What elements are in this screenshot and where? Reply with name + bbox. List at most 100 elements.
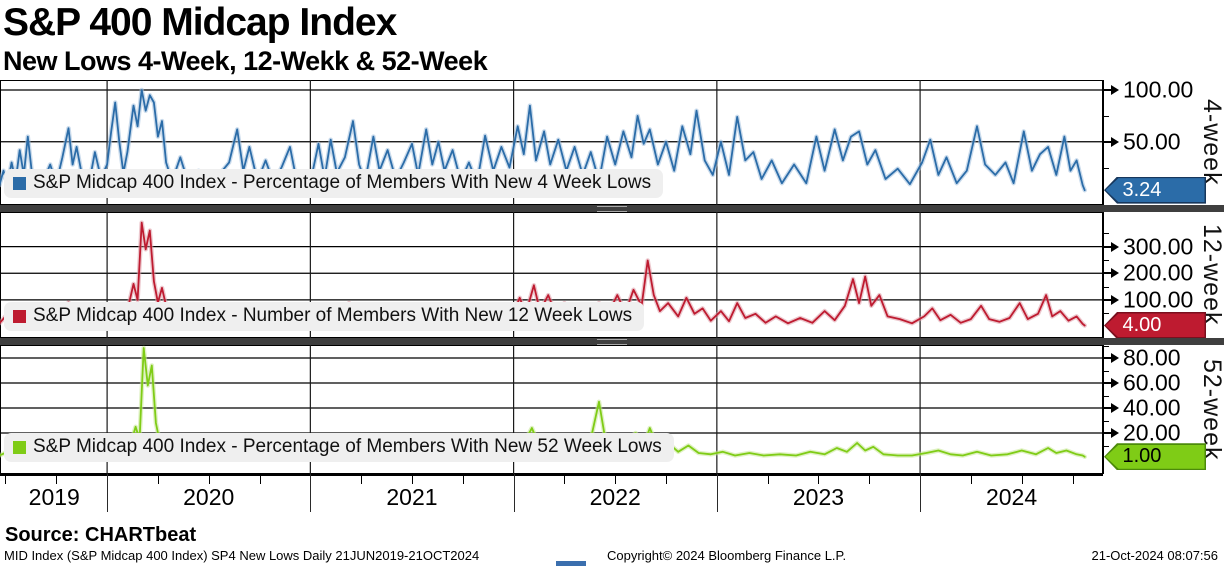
tick-arrow-icon [1111, 428, 1119, 438]
y-tick-label: 40.00 [1123, 394, 1181, 421]
tick-arrow-icon [1111, 268, 1119, 279]
year-separator [107, 474, 109, 512]
y-tick-label: 300.00 [1123, 233, 1194, 260]
quarter-tick [615, 476, 617, 484]
y-minor-tick [1102, 259, 1109, 261]
legend-label: S&P Midcap 400 Index - Percentage of Mem… [33, 172, 652, 193]
y-major-tick [1102, 382, 1112, 384]
panel-4-week: S&P Midcap 400 Index - Percentage of Mem… [0, 76, 1224, 205]
quarter-tick [208, 476, 210, 484]
y-tick-label: 200.00 [1123, 259, 1194, 286]
last-value-label: 4.00 [1105, 313, 1205, 338]
panel-splitter-1[interactable] [0, 205, 1224, 212]
footer-timestamp: 21-Oct-2024 08:07:56 [1091, 548, 1218, 563]
tick-arrow-icon [1111, 353, 1119, 363]
legend-label: S&P Midcap 400 Index - Percentage of Mem… [33, 436, 662, 457]
quarter-tick [564, 476, 566, 484]
quarter-tick [157, 476, 159, 484]
x-axis: 2019 2020 2021 2022 2023 2024 [0, 474, 1224, 514]
y-minor-tick [1102, 420, 1109, 422]
legend-4-week[interactable]: S&P Midcap 400 Index - Percentage of Mem… [4, 169, 664, 198]
quarter-tick [970, 476, 972, 484]
last-value-label: 3.24 [1105, 178, 1205, 203]
y-axis-line [1102, 212, 1104, 338]
year-separator [716, 474, 718, 512]
y-minor-tick [1102, 313, 1109, 315]
tick-arrow-icon [1111, 403, 1119, 413]
page-title: S&P 400 Midcap Index [3, 1, 397, 44]
year-label: 2023 [792, 484, 845, 510]
year-label: 2022 [589, 484, 641, 510]
footer-ticker-info: MID Index (S&P Midcap 400 Index) SP4 New… [4, 548, 480, 563]
quarter-tick [411, 476, 413, 484]
quarter-tick [56, 476, 58, 484]
y-tick-label: 80.00 [1123, 344, 1181, 371]
y-tick-label: 50.00 [1123, 128, 1181, 155]
bottom-edge-artifact [556, 561, 586, 566]
year-separator [310, 474, 312, 512]
y-tick-label: 60.00 [1123, 369, 1181, 396]
legend-marker-icon [13, 176, 26, 190]
y-tick-label: 100.00 [1123, 286, 1194, 313]
y-minor-tick [1102, 370, 1109, 372]
panel-52-week: S&P Midcap 400 Index - Percentage of Mem… [0, 345, 1224, 474]
panel-name-label: 12-week [1198, 224, 1224, 326]
year-separator [513, 474, 515, 512]
tick-arrow-icon [1111, 136, 1119, 147]
y-major-tick [1102, 272, 1112, 275]
y-minor-tick [1102, 345, 1109, 347]
tick-arrow-icon [1111, 294, 1119, 305]
y-minor-tick [1102, 233, 1109, 235]
year-label: 2020 [183, 484, 235, 510]
splitter-grip-icon [597, 206, 627, 212]
legend-12-week[interactable]: S&P Midcap 400 Index - Number of Members… [4, 302, 645, 331]
tick-arrow-icon [1111, 241, 1119, 252]
y-axis-4-week: 50.00 100.00 3.24 4-week [1102, 76, 1224, 205]
year-label: 2019 [28, 484, 80, 510]
quarter-tick [818, 476, 820, 484]
last-value-badge: 1.00 [1104, 443, 1206, 471]
chart-header: S&P 400 Midcap Index New Lows 4-Week, 12… [3, 0, 488, 76]
y-major-tick [1102, 89, 1112, 92]
y-axis-line [1102, 345, 1104, 474]
quarter-tick [462, 476, 464, 484]
panel-name-label: 4-week [1198, 99, 1224, 186]
quarter-tick [869, 476, 871, 484]
y-major-tick [1102, 140, 1112, 143]
quarter-tick [666, 476, 668, 484]
last-value-label: 1.00 [1105, 444, 1205, 469]
tick-arrow-icon [1111, 378, 1119, 388]
quarter-tick [361, 476, 363, 484]
y-major-tick [1102, 357, 1112, 359]
legend-52-week[interactable]: S&P Midcap 400 Index - Percentage of Mem… [4, 433, 674, 462]
y-axis-52-week: 20.00 40.00 60.00 80.00 1.00 52-week [1102, 345, 1224, 474]
quarter-tick [5, 476, 7, 484]
page-subtitle: New Lows 4-Week, 12-Wekk & 52-Week [3, 46, 488, 76]
y-minor-tick [1102, 115, 1109, 117]
legend-marker-icon [13, 309, 26, 323]
y-minor-tick [1102, 395, 1109, 397]
y-minor-tick [1102, 445, 1109, 447]
quarter-tick [767, 476, 769, 484]
panel-splitter-2[interactable] [0, 338, 1224, 345]
x-axis-line [0, 474, 1103, 476]
panel-name-rotated: 12-week [1197, 212, 1224, 338]
year-separator [920, 474, 922, 512]
quarter-tick [259, 476, 261, 484]
y-major-tick [1102, 432, 1112, 434]
footer-copyright: Copyright© 2024 Bloomberg Finance L.P. [607, 548, 847, 563]
y-minor-tick [1102, 286, 1109, 288]
y-tick-label: 20.00 [1123, 419, 1181, 446]
panel-12-week: S&P Midcap 400 Index - Number of Members… [0, 212, 1224, 339]
y-major-tick [1102, 407, 1112, 409]
year-label: 2021 [386, 484, 438, 510]
y-minor-tick [1102, 167, 1109, 169]
y-axis-12-week: 100.00 200.00 300.00 4.00 12-week [1102, 212, 1224, 339]
quarter-tick [1021, 476, 1023, 484]
y-tick-label: 100.00 [1123, 76, 1194, 103]
legend-marker-icon [13, 440, 26, 454]
panel-name-rotated: 4-week [1197, 80, 1224, 205]
quarter-tick [1072, 476, 1074, 484]
y-major-tick [1102, 298, 1112, 301]
last-value-badge: 4.00 [1104, 311, 1206, 339]
